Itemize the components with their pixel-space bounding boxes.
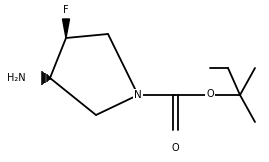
- Text: O: O: [206, 89, 214, 99]
- Polygon shape: [62, 19, 69, 38]
- Text: N: N: [134, 90, 142, 100]
- Text: H₂N: H₂N: [7, 73, 26, 83]
- Text: O: O: [171, 143, 179, 153]
- Text: F: F: [63, 5, 69, 15]
